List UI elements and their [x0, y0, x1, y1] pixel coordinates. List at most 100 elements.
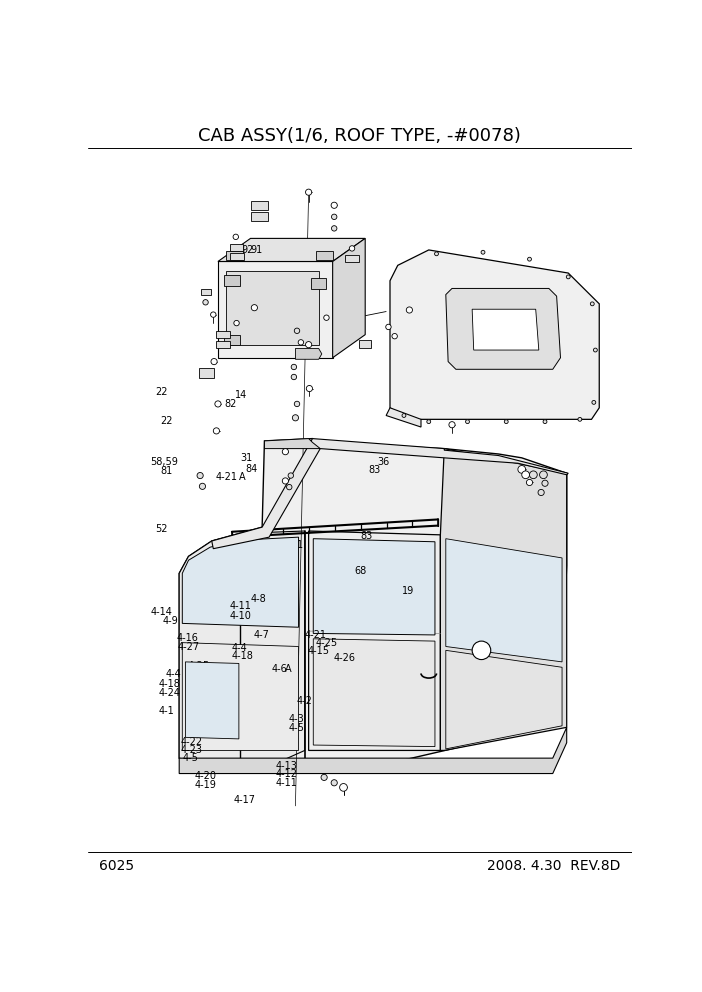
Circle shape: [385, 324, 391, 329]
Circle shape: [504, 420, 508, 424]
Circle shape: [526, 479, 533, 485]
Circle shape: [427, 420, 431, 424]
Polygon shape: [386, 408, 421, 427]
Circle shape: [331, 226, 337, 231]
Circle shape: [294, 328, 300, 333]
Text: 4-20: 4-20: [195, 771, 217, 781]
Text: 4-23: 4-23: [180, 745, 202, 755]
Polygon shape: [296, 348, 322, 359]
Text: 91: 91: [250, 245, 262, 255]
Circle shape: [305, 189, 312, 195]
Text: 22: 22: [160, 416, 173, 426]
Polygon shape: [179, 727, 567, 774]
Text: 83: 83: [360, 531, 373, 541]
Circle shape: [528, 257, 531, 261]
Bar: [359, 340, 371, 348]
Text: 4-25: 4-25: [188, 661, 210, 671]
Polygon shape: [218, 262, 333, 358]
Circle shape: [251, 305, 258, 310]
Circle shape: [340, 784, 347, 792]
Text: 4-4: 4-4: [166, 670, 181, 680]
Text: 4-5: 4-5: [183, 753, 199, 764]
Text: 4-27: 4-27: [178, 642, 200, 652]
Text: 52: 52: [155, 524, 168, 535]
Text: 1: 1: [297, 541, 303, 551]
Bar: [216, 341, 230, 348]
Circle shape: [211, 358, 217, 365]
Circle shape: [518, 465, 526, 473]
Bar: [199, 368, 214, 378]
Circle shape: [199, 483, 206, 489]
Polygon shape: [313, 539, 435, 635]
Circle shape: [282, 448, 289, 454]
Polygon shape: [185, 662, 239, 739]
Polygon shape: [179, 438, 567, 766]
Polygon shape: [226, 251, 243, 260]
Circle shape: [288, 473, 293, 478]
Circle shape: [465, 420, 470, 424]
Text: 92: 92: [241, 245, 254, 255]
Bar: [345, 255, 359, 262]
Circle shape: [402, 414, 406, 418]
Text: 31: 31: [241, 453, 253, 463]
Circle shape: [567, 275, 570, 279]
Circle shape: [282, 478, 289, 484]
Circle shape: [331, 780, 337, 786]
Polygon shape: [333, 238, 365, 358]
Bar: [226, 271, 319, 345]
Polygon shape: [446, 539, 562, 662]
Text: 4-14: 4-14: [150, 607, 172, 617]
Polygon shape: [183, 537, 298, 627]
Text: A: A: [239, 471, 245, 481]
Circle shape: [538, 489, 544, 496]
Text: 58,59: 58,59: [150, 457, 178, 467]
Text: 4-18: 4-18: [232, 651, 254, 661]
Text: 14: 14: [234, 390, 247, 400]
Circle shape: [233, 234, 239, 239]
Circle shape: [543, 420, 547, 424]
Polygon shape: [446, 651, 562, 749]
Circle shape: [286, 484, 292, 490]
Circle shape: [298, 339, 303, 345]
Text: 4-6: 4-6: [271, 664, 287, 674]
Polygon shape: [313, 639, 435, 747]
Polygon shape: [218, 238, 365, 262]
Text: 4-11: 4-11: [275, 778, 298, 788]
Circle shape: [305, 341, 312, 348]
Text: 4-7: 4-7: [253, 630, 270, 641]
Circle shape: [211, 311, 216, 317]
Circle shape: [291, 374, 297, 380]
Circle shape: [522, 471, 529, 478]
Polygon shape: [390, 250, 600, 424]
Polygon shape: [316, 251, 333, 260]
Text: 2008. 4.30  REV.8D: 2008. 4.30 REV.8D: [486, 859, 620, 873]
Text: 4-2: 4-2: [297, 696, 312, 706]
Circle shape: [592, 401, 596, 405]
Text: 4-17: 4-17: [234, 796, 256, 806]
Circle shape: [578, 418, 582, 422]
Text: 68: 68: [355, 566, 366, 576]
Text: 4-22: 4-22: [180, 737, 202, 747]
Text: 82: 82: [225, 399, 237, 409]
Circle shape: [331, 214, 337, 219]
Text: 4-21: 4-21: [216, 471, 237, 481]
Text: 93: 93: [234, 245, 246, 255]
Bar: [230, 244, 243, 251]
Text: 4-21: 4-21: [304, 630, 326, 641]
Text: 83: 83: [369, 465, 380, 475]
Circle shape: [292, 415, 298, 421]
Text: 4-26: 4-26: [208, 673, 230, 682]
Polygon shape: [224, 276, 239, 286]
Text: 4-18: 4-18: [159, 680, 180, 689]
Circle shape: [540, 471, 548, 478]
Circle shape: [435, 252, 439, 256]
Circle shape: [294, 401, 300, 407]
Circle shape: [215, 401, 221, 407]
Text: 4-4: 4-4: [232, 643, 248, 653]
Text: 4-13: 4-13: [275, 761, 298, 771]
Text: CAB ASSY(1/6, ROOF TYPE, -#0078): CAB ASSY(1/6, ROOF TYPE, -#0078): [199, 127, 521, 145]
Text: 4-26: 4-26: [333, 654, 355, 664]
Polygon shape: [472, 310, 539, 350]
Circle shape: [234, 320, 239, 325]
Circle shape: [291, 364, 297, 370]
